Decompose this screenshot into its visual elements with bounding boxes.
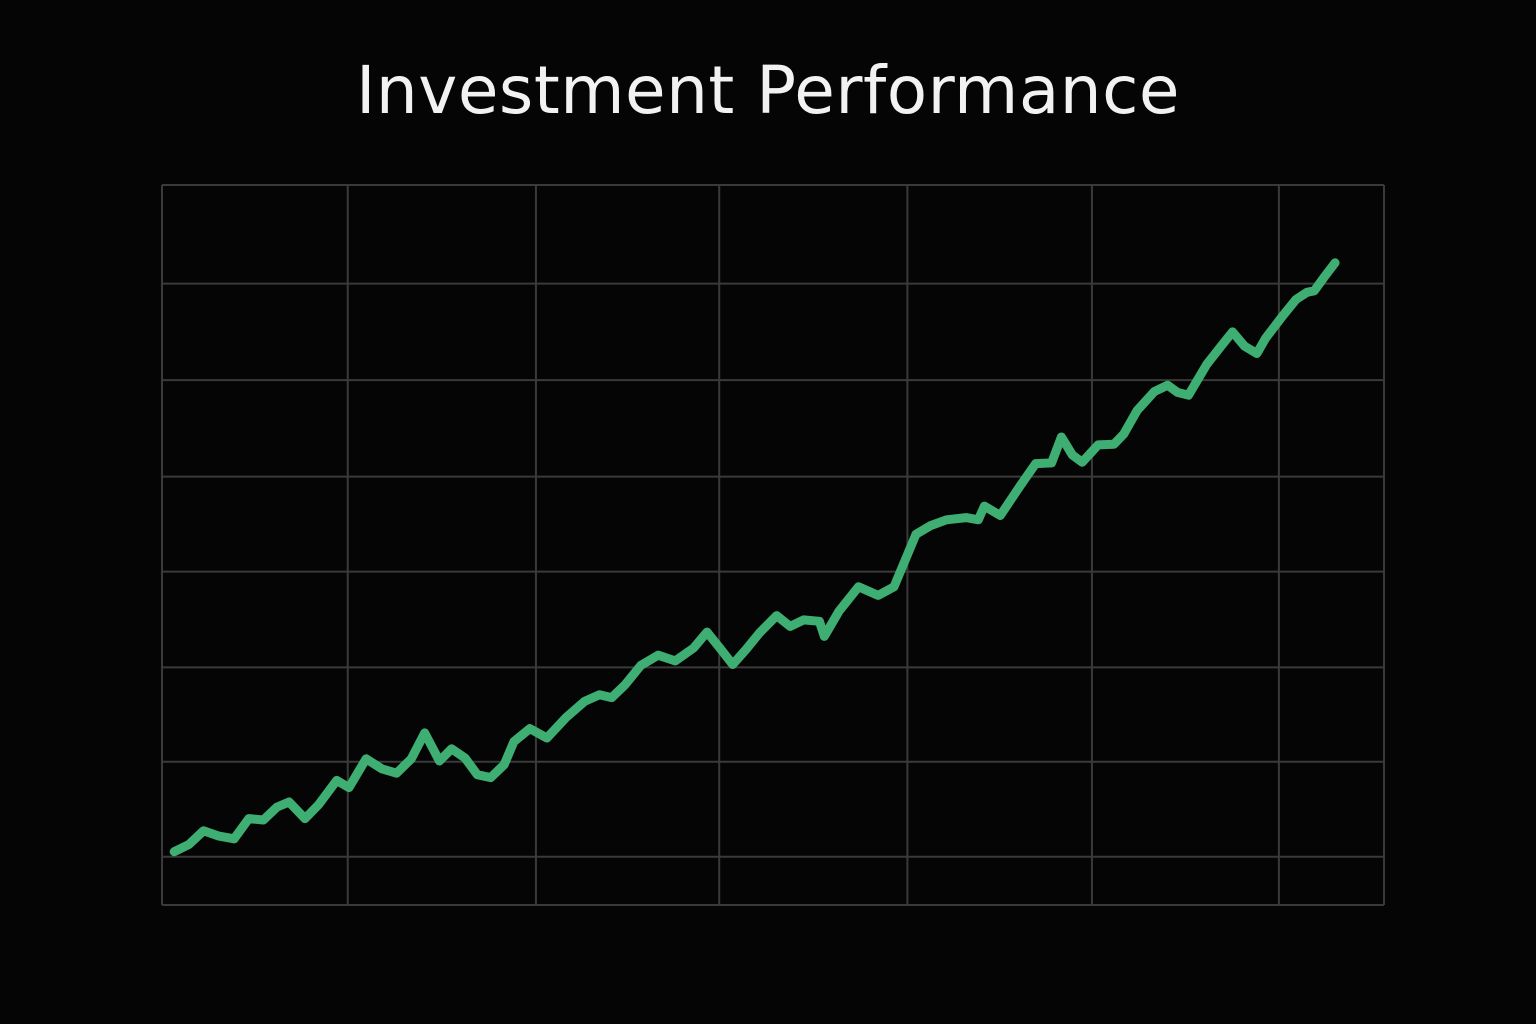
series-group <box>169 258 1340 857</box>
chart-title: Investment Performance <box>355 52 1181 129</box>
grid <box>161 184 1385 906</box>
